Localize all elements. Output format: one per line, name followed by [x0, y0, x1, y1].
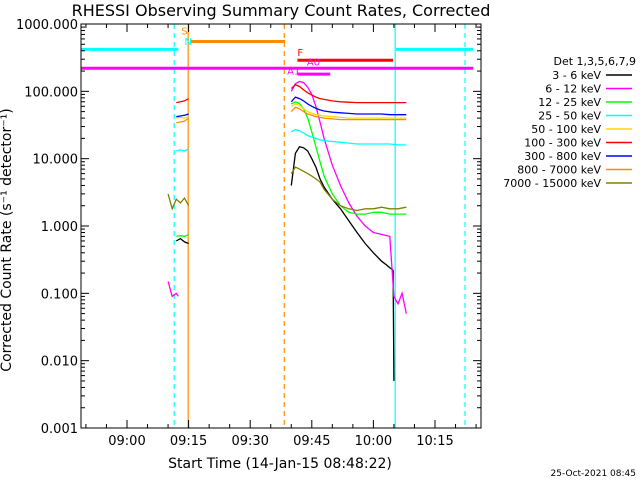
legend-label-8: 7000 - 15000 keV [503, 177, 601, 190]
x-tick-label-0: 09:00 [108, 434, 145, 449]
legend-label-1: 6 - 12 keV [545, 83, 601, 96]
x-tick-label-3: 09:45 [293, 434, 330, 449]
series-line-1 [167, 80, 407, 314]
flag-label-N: N [184, 37, 191, 48]
y-tick-label-4: 10.000 [33, 153, 79, 168]
x-tick-label-2: 09:30 [231, 434, 268, 449]
legend-title: Det 1,3,5,6,7,9 [553, 55, 636, 68]
flag-bars: SN F A0 A1 [81, 26, 474, 77]
legend-label-3: 25 - 50 keV [538, 110, 601, 123]
footer-date: 25-Oct-2021 08:45 [551, 469, 636, 479]
series-line-4 [176, 103, 407, 119]
legend-label-6: 300 - 800 keV [524, 150, 601, 163]
y-tick-label-5: 100.000 [24, 85, 78, 100]
series-line-8 [167, 166, 407, 212]
y-axis-title: Corrected Count Rate (s⁻¹ detector⁻¹) [0, 108, 15, 371]
legend-label-5: 100 - 300 keV [524, 137, 601, 150]
flag-label-A1: A1 [287, 66, 300, 77]
y-tick-label-3: 1.000 [41, 220, 78, 235]
legend-label-0: 3 - 6 keV [552, 69, 601, 82]
flag-label-F: F [297, 48, 303, 59]
reference-lines [173, 24, 466, 428]
chart-title: RHESSI Observing Summary Count Rates, Co… [72, 1, 491, 20]
x-tick-label-4: 10:00 [355, 434, 392, 449]
legend-label-2: 12 - 25 keV [538, 96, 601, 109]
y-tick-label-1: 0.010 [41, 355, 78, 370]
series-line-5 [176, 84, 407, 104]
series-line-0 [175, 146, 395, 381]
series-line-3 [176, 128, 407, 152]
x-tick-label-1: 09:15 [170, 434, 207, 449]
y-tick-label-0: 0.001 [41, 422, 78, 437]
axes: 0.001 0.010 0.100 1.000 10.000 100.000 1000.00… [16, 18, 481, 449]
series-group [167, 80, 407, 381]
legend-label-4: 50 - 100 keV [531, 123, 601, 136]
flag-label-A0: A0 [307, 58, 320, 69]
x-axis-title: Start Time (14-Jan-15 08:48:22) [168, 456, 392, 472]
legend-label-7: 800 - 7000 keV [517, 164, 601, 177]
flag-label-S: S [181, 26, 187, 37]
x-tick-label-5: 10:15 [416, 434, 453, 449]
series-line-6 [176, 96, 407, 118]
y-tick-label-6: 1000.000 [16, 18, 78, 33]
y-tick-label-2: 0.100 [41, 287, 78, 302]
series-line-2 [176, 101, 407, 238]
series-line-7 [176, 106, 407, 124]
plot-frame [80, 23, 482, 429]
